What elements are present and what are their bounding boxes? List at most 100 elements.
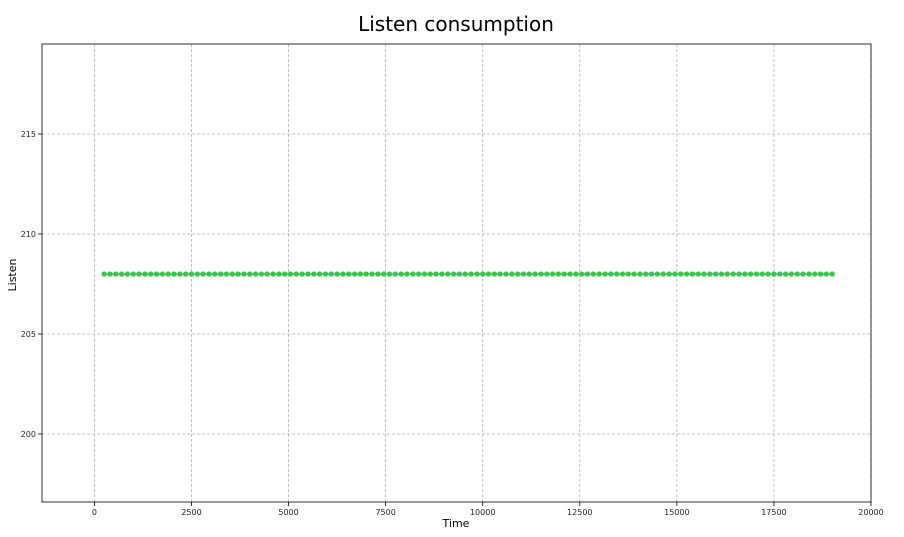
data-point <box>346 271 352 277</box>
data-point <box>777 271 783 277</box>
data-point <box>649 271 655 277</box>
data-point <box>724 271 730 277</box>
data-point <box>136 271 142 277</box>
data-point <box>293 271 299 277</box>
data-point <box>561 271 567 277</box>
data-point <box>148 271 154 277</box>
data-point <box>538 271 544 277</box>
data-point <box>742 271 748 277</box>
data-point <box>427 271 433 277</box>
data-point <box>829 271 835 277</box>
data-point <box>503 271 509 277</box>
x-tick-label: 0 <box>92 508 97 517</box>
data-point <box>206 271 212 277</box>
data-point <box>637 271 643 277</box>
data-point <box>544 271 550 277</box>
data-point <box>596 271 602 277</box>
data-point <box>713 271 719 277</box>
data-point <box>823 271 829 277</box>
y-axis-label: Listen <box>6 258 19 291</box>
data-point <box>421 271 428 277</box>
data-point <box>247 271 253 277</box>
x-tick-label: 5000 <box>278 508 298 517</box>
data-point <box>165 271 171 277</box>
x-tick-label: 15000 <box>664 508 689 517</box>
data-point <box>567 271 573 277</box>
data-point <box>689 271 696 277</box>
x-tick-label: 10000 <box>470 508 495 517</box>
data-point <box>590 271 597 277</box>
data-point <box>276 271 282 277</box>
y-axis-ticks: 200 205 210 215 <box>21 130 42 439</box>
data-point <box>410 271 416 277</box>
data-point <box>218 271 224 277</box>
data-point <box>258 271 264 277</box>
data-point <box>282 271 288 277</box>
data-point <box>532 271 538 277</box>
data-point <box>579 271 585 277</box>
data-point <box>287 271 294 277</box>
data-point <box>171 271 177 277</box>
data-point <box>631 271 637 277</box>
data-point <box>485 271 492 277</box>
data-point <box>608 271 614 277</box>
data-point <box>183 271 189 277</box>
data-point <box>113 271 119 277</box>
data-point <box>468 271 474 277</box>
data-point <box>783 271 789 277</box>
data-point <box>480 271 486 277</box>
data-point <box>474 271 480 277</box>
data-point <box>526 271 532 277</box>
data-point <box>701 271 707 277</box>
data-point <box>684 271 690 277</box>
data-point <box>124 271 130 277</box>
data-point <box>357 271 363 277</box>
plot-frame <box>41 43 872 503</box>
x-tick-label: 2500 <box>181 508 201 517</box>
data-point <box>625 271 631 277</box>
data-point <box>730 271 736 277</box>
data-point <box>317 271 323 277</box>
data-point <box>451 271 457 277</box>
data-point <box>614 271 620 277</box>
data-point <box>497 271 503 277</box>
y-tick-label: 215 <box>21 130 36 139</box>
data-point <box>311 271 317 277</box>
data-point <box>800 271 806 277</box>
data-point <box>130 271 136 277</box>
data-point <box>515 271 521 277</box>
x-tick-label: 7500 <box>375 508 395 517</box>
data-point <box>736 271 742 277</box>
data-point <box>223 271 229 277</box>
data-point <box>375 271 381 277</box>
y-tick-label: 205 <box>21 330 36 339</box>
data-point <box>602 271 608 277</box>
data-point <box>142 271 148 277</box>
x-tick-label: 12500 <box>567 508 592 517</box>
data-point <box>573 271 579 277</box>
data-point <box>270 271 276 277</box>
data-point <box>404 271 410 277</box>
data-point <box>439 271 445 277</box>
data-point <box>748 271 754 277</box>
data-point <box>759 271 765 277</box>
data-point <box>381 271 387 277</box>
data-point <box>666 271 672 277</box>
data-point <box>328 271 334 277</box>
data-point <box>264 271 270 277</box>
data-point <box>159 271 165 277</box>
data-point <box>817 271 824 277</box>
data-point <box>398 271 404 277</box>
data-point <box>550 271 556 277</box>
x-tick-label: 17500 <box>761 508 786 517</box>
y-tick-label: 200 <box>21 430 36 439</box>
data-point <box>812 271 818 277</box>
data-point <box>695 271 701 277</box>
data-point <box>788 271 795 277</box>
data-point <box>200 271 206 277</box>
data-point <box>340 271 346 277</box>
data-point <box>241 271 247 277</box>
data-point <box>718 271 725 277</box>
data-point <box>509 271 515 277</box>
